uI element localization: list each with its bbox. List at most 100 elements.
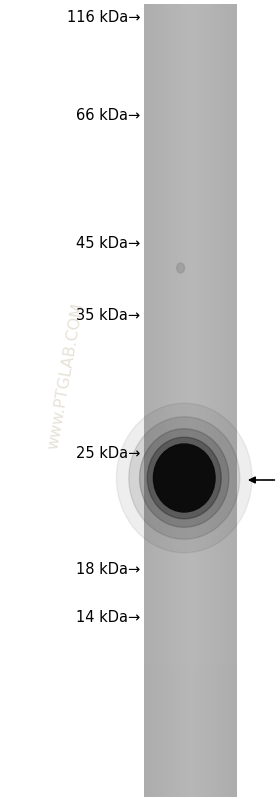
Bar [190,4,191,797]
Text: 18 kDa→: 18 kDa→ [76,562,140,578]
Bar [144,427,237,440]
Bar [236,4,237,797]
Bar [144,255,237,268]
Text: 45 kDa→: 45 kDa→ [76,236,140,251]
Bar [223,4,224,797]
Bar [144,626,237,638]
Bar [199,4,200,797]
Bar [153,4,154,797]
Bar [179,4,180,797]
Bar [173,4,174,797]
Bar [157,4,158,797]
Bar [144,401,237,414]
Bar [184,4,185,797]
Bar [144,109,237,123]
Text: 35 kDa→: 35 kDa→ [76,308,140,323]
Ellipse shape [129,417,240,539]
Bar [144,559,237,573]
Bar [209,4,210,797]
Bar [144,705,237,718]
Bar [203,4,204,797]
Bar [195,4,196,797]
Bar [149,4,150,797]
Text: 14 kDa→: 14 kDa→ [76,610,140,626]
Bar [145,4,146,797]
Bar [144,70,237,83]
Bar [233,4,234,797]
Bar [225,4,226,797]
Bar [144,268,237,282]
Bar [200,4,201,797]
Bar [222,4,223,797]
Bar [144,638,237,652]
Bar [144,652,237,665]
Bar [232,4,233,797]
Bar [144,189,237,202]
Bar [144,784,237,797]
Bar [201,4,202,797]
Bar [144,295,237,308]
Bar [210,4,211,797]
Bar [226,4,227,797]
Bar [202,4,203,797]
Bar [151,4,152,797]
Bar [165,4,166,797]
Ellipse shape [153,444,215,512]
Bar [144,321,237,335]
Bar [144,519,237,533]
Bar [231,4,232,797]
Bar [144,493,237,507]
Bar [183,4,184,797]
Bar [169,4,170,797]
Bar [144,149,237,163]
Bar [144,83,237,97]
Bar [144,216,237,229]
Bar [206,4,207,797]
Bar [218,4,219,797]
Bar [193,4,194,797]
Bar [144,414,237,427]
Bar [144,229,237,242]
Bar [144,692,237,705]
Bar [144,374,237,388]
Bar [144,678,237,692]
Bar [170,4,171,797]
Bar [144,4,237,18]
Bar [221,4,222,797]
Bar [192,4,193,797]
Bar [207,4,208,797]
Bar [144,123,237,136]
Bar [155,4,156,797]
Bar [144,308,237,321]
Bar [174,4,175,797]
Bar [185,4,186,797]
Bar [158,4,159,797]
Bar [144,718,237,731]
Bar [144,202,237,216]
Bar [144,757,237,771]
Text: 25 kDa→: 25 kDa→ [76,446,140,460]
Bar [144,467,237,480]
Bar [147,4,148,797]
Bar [146,4,147,797]
Bar [166,4,167,797]
Bar [144,18,237,30]
Bar [214,4,215,797]
Bar [152,4,153,797]
Ellipse shape [140,429,229,527]
Bar [186,4,187,797]
Bar [178,4,179,797]
Bar [154,4,155,797]
Bar [213,4,214,797]
Bar [234,4,235,797]
Bar [144,480,237,493]
Bar [182,4,183,797]
Bar [205,4,206,797]
Bar [194,4,195,797]
Bar [164,4,165,797]
Bar [144,4,145,797]
Bar [144,745,237,757]
Bar [161,4,162,797]
Bar [216,4,217,797]
Bar [208,4,209,797]
